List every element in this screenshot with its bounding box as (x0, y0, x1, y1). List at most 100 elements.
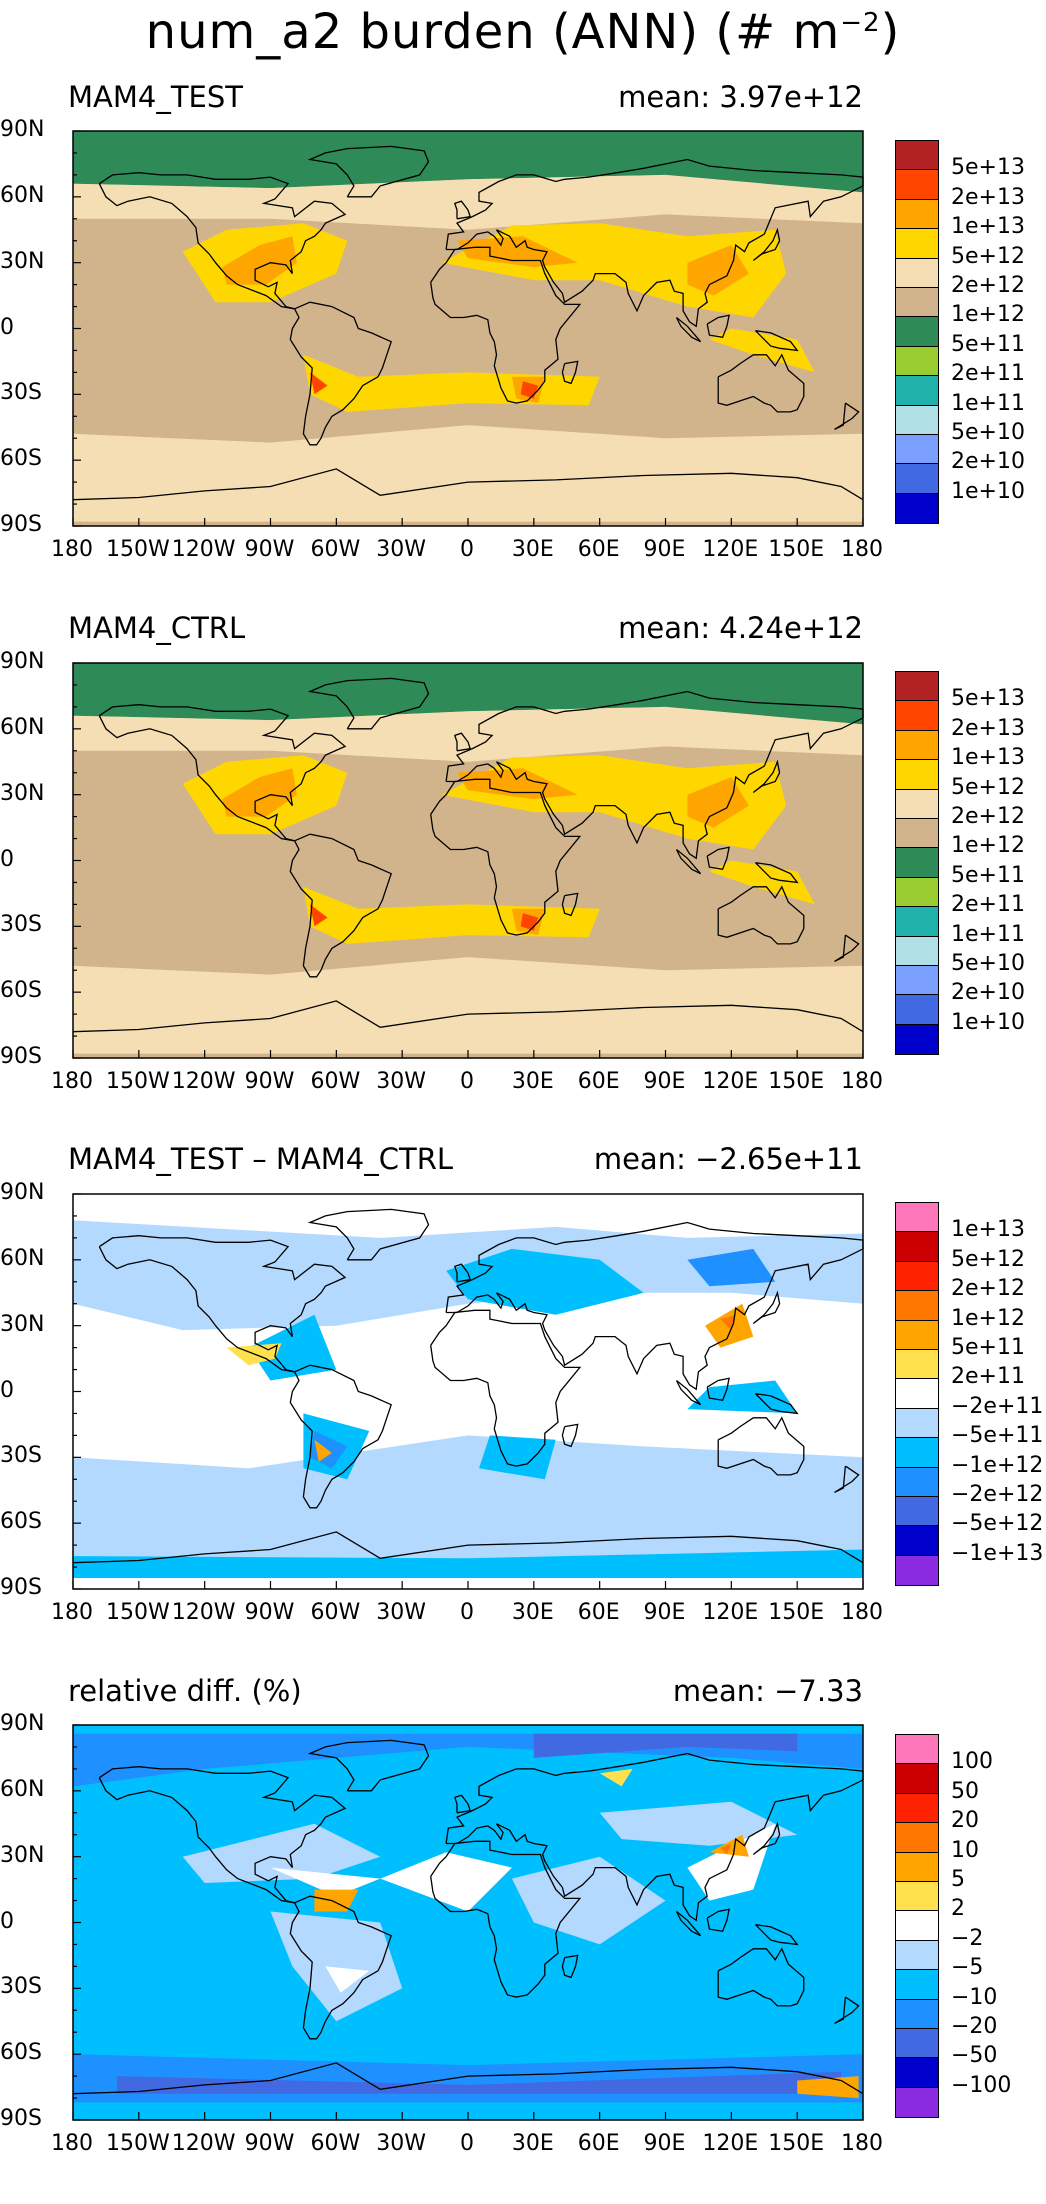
legend-label: 5e+12 (951, 243, 1025, 269)
legend-label: −10 (951, 1984, 998, 2010)
coastline-greenland (307, 1208, 430, 1261)
y-tick-label: 60N (0, 1245, 45, 1271)
x-tick-label: 90W (244, 537, 295, 562)
x-tick-label: 120E (702, 2131, 759, 2156)
legend-swatch (896, 1911, 938, 1941)
legend-swatch (896, 199, 938, 230)
legend-swatch (896, 1261, 938, 1292)
y-tick-label: 60S (0, 2040, 42, 2066)
legend-label: 1e+13 (951, 1217, 1025, 1243)
contour-region (73, 174, 863, 230)
contour-region (687, 1823, 776, 1901)
legend-label: 5e+12 (951, 774, 1025, 800)
legend-swatch (896, 789, 938, 819)
contour-region (116, 2071, 842, 2094)
coastline-greenland (307, 677, 430, 730)
legend-swatch (896, 1555, 938, 1586)
y-tick-label: 30S (0, 380, 42, 406)
y-tick-label: 90N (0, 117, 45, 142)
contour-region (270, 1852, 512, 1912)
legend-swatch (896, 2087, 938, 2118)
coastline-australia (717, 885, 805, 945)
x-tick-label: 120E (702, 1600, 759, 1625)
y-tick-label: 90N (0, 1180, 45, 1205)
y-tick-label: 0 (0, 1908, 14, 1934)
legend-label: 1e+12 (951, 1305, 1025, 1331)
contour-region (222, 236, 297, 285)
coastline-north-america (98, 704, 347, 842)
coastline-madagascar (561, 1423, 579, 1448)
panel-title: MAM4_TEST – MAM4_CTRL (68, 1142, 454, 1176)
legend-swatch (896, 170, 938, 200)
x-tick-label: 0 (460, 1069, 474, 1094)
coastline-australia (717, 1947, 805, 2007)
coastline-eurasia (445, 1752, 864, 1922)
x-tick-label: 150W (105, 2131, 170, 2156)
coastline-africa (430, 246, 582, 404)
legend-swatch (896, 1203, 938, 1233)
y-tick-label: 60N (0, 714, 45, 740)
legend-label: 5e+13 (951, 686, 1025, 712)
legend-swatch (896, 1438, 938, 1468)
legend-label: −100 (951, 2072, 1012, 2098)
coastline-britain (453, 200, 472, 220)
panel-difference: MAM4_TEST – MAM4_CTRL mean: −2.65e+11 90N 6… (0, 1142, 1046, 1672)
x-tick-label: 180 (51, 1600, 93, 1625)
coastline-new-guinea (755, 862, 799, 884)
legend-label: 2e+12 (951, 1276, 1025, 1302)
legend-swatch (896, 818, 938, 849)
legend-swatch (896, 1793, 938, 1824)
world-map-plot (72, 130, 864, 527)
coastline-new-guinea (755, 1393, 799, 1415)
coastline-antarctica (72, 468, 864, 501)
coastline-madagascar (561, 360, 579, 385)
legend-label: 2e+13 (951, 715, 1025, 741)
legend-swatch (896, 434, 938, 465)
legend-label: 2e+10 (951, 980, 1025, 1006)
coastline-eurasia (445, 690, 864, 860)
panel-title: MAM4_TEST (68, 80, 243, 114)
legend-swatch (896, 1408, 938, 1439)
x-tick-label: 30W (376, 1600, 427, 1625)
y-tick-label: 90S (0, 1575, 42, 1600)
legend-swatch (896, 464, 938, 494)
world-map-plot (72, 1724, 864, 2121)
coastline-antarctica (72, 1000, 864, 1033)
x-tick-label: 60E (577, 2131, 620, 2156)
coastline-borneo (706, 1908, 730, 1933)
y-tick-label: 60S (0, 446, 42, 472)
coastline-south-america (289, 833, 393, 978)
panel-mean-value: mean: 4.24e+12 (618, 611, 863, 645)
x-tick-label: 30E (511, 2131, 554, 2156)
legend-label: −5e+12 (951, 1511, 1044, 1537)
contour-region (325, 1966, 370, 1993)
world-map-plot (72, 662, 864, 1059)
contour-region (310, 372, 328, 395)
legend-swatch (896, 1232, 938, 1262)
contour-region (73, 425, 863, 522)
coastline-north-america (98, 1235, 347, 1373)
contour-region (687, 1248, 776, 1287)
legend-label: −2e+11 (951, 1393, 1044, 1419)
x-tick-label: 180 (841, 1069, 883, 1094)
coastline-south-america (289, 301, 393, 446)
coastline-greenland (307, 1739, 430, 1792)
legend-swatch (896, 317, 938, 347)
x-tick-label: 90E (643, 1069, 686, 1094)
legend-colorbar (895, 671, 939, 1056)
legend-swatch (896, 493, 938, 524)
coastline-japan (752, 1290, 781, 1325)
contour-region (709, 328, 815, 373)
contour-region (310, 904, 328, 927)
legend-swatch (896, 141, 938, 171)
legend-swatch (896, 672, 938, 702)
legend-swatch (896, 1320, 938, 1350)
legend-label: 5 (951, 1867, 965, 1892)
coastline-japan (752, 759, 781, 794)
legend-label: 5e+12 (951, 1246, 1025, 1272)
legend-label: 2e+11 (951, 892, 1025, 918)
legend-label: 10 (951, 1837, 979, 1863)
coastline-new-zealand (834, 1465, 860, 1493)
legend-label: −5e+11 (951, 1423, 1044, 1449)
coastline-australia (717, 353, 805, 413)
